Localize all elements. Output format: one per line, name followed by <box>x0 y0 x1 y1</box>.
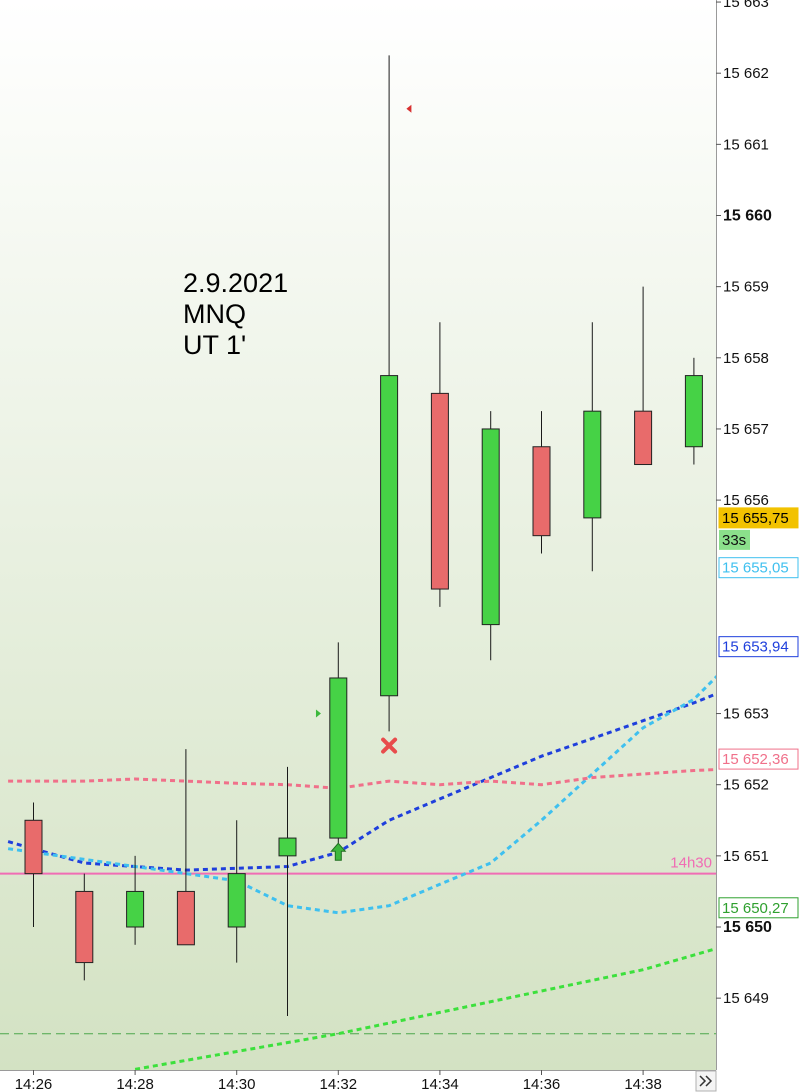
candle <box>329 642 348 856</box>
price-tick-right-icon <box>315 709 321 718</box>
price-marker-label: 15 655,75 <box>722 510 789 527</box>
annotation-date: 2.9.2021 <box>183 268 289 298</box>
candle <box>24 802 43 927</box>
y-tick-label: 15 657 <box>723 421 769 438</box>
indicator-line <box>8 767 730 790</box>
price-marker <box>718 748 799 770</box>
x-tick-label: 14:26 <box>15 1076 53 1092</box>
x-tick-label: 14:32 <box>320 1076 358 1092</box>
candle-body <box>227 873 246 928</box>
signals <box>315 104 412 861</box>
candles <box>24 55 703 1016</box>
x-tick-label: 14:30 <box>218 1076 256 1092</box>
candle-body <box>430 392 449 590</box>
countdown-label: 33s <box>722 532 746 549</box>
buy-signal-arrow-icon <box>330 842 347 861</box>
horizontal-line-label: 14h30 <box>670 855 712 872</box>
candle <box>583 322 602 572</box>
candle-body <box>380 375 399 697</box>
candle-body <box>634 410 653 466</box>
candle <box>227 820 246 963</box>
annotation-timeframe: UT 1' <box>183 330 247 360</box>
y-tick-label: 15 656 <box>723 492 769 509</box>
y-tick-label: 15 661 <box>723 136 769 153</box>
candle-body <box>75 890 94 964</box>
price-marker-label: 15 652,36 <box>722 751 789 768</box>
x-tick-label: 14:38 <box>624 1076 662 1092</box>
candle-body <box>24 819 43 875</box>
chart-annotation: 2.9.2021 MNQ UT 1' <box>183 268 288 361</box>
price-tick-left-icon <box>406 104 412 113</box>
plot-background <box>0 0 716 1070</box>
x-tick-label: 14:34 <box>421 1076 459 1092</box>
candle-body <box>278 837 297 857</box>
x-axis-background <box>0 1070 799 1092</box>
candle <box>278 766 297 1016</box>
candle-body <box>126 890 145 928</box>
scroll-right-button[interactable] <box>695 1070 717 1092</box>
price-marker-label: 15 650,27 <box>722 900 789 917</box>
countdown-badge <box>719 529 750 550</box>
price-marker-label: 15 653,94 <box>722 639 789 656</box>
y-tick-label: 15 660 <box>723 208 772 225</box>
candle-body <box>583 410 602 519</box>
sell-signal-x-icon <box>381 737 398 754</box>
y-tick-label: 15 659 <box>723 279 769 296</box>
x-axis: 14:26 14:28 14:30 14:32 14:34 14:36 14:38 <box>0 1070 799 1092</box>
candle <box>634 286 653 466</box>
candle <box>684 357 703 465</box>
y-tick-label: 15 658 <box>723 350 769 367</box>
candle <box>75 873 94 981</box>
candle-body <box>532 446 551 537</box>
horizontal-lines: 14h30 <box>0 855 716 1035</box>
price-marker-label: 15 655,05 <box>722 560 789 577</box>
price-marker <box>718 897 799 919</box>
y-tick-label: 15 650 <box>723 919 772 936</box>
x-tick-label: 14:28 <box>116 1076 154 1092</box>
y-tick-label: 15 662 <box>723 65 769 82</box>
indicator-line <box>7 662 731 915</box>
candle <box>380 55 399 732</box>
y-tick-label: 15 663 <box>723 0 769 11</box>
candle <box>176 749 195 946</box>
candle <box>430 322 449 607</box>
candle <box>532 411 551 554</box>
candle-body <box>481 428 500 626</box>
double-chevron-right-icon <box>699 1075 713 1087</box>
y-axis: 15 663 15 662 15 661 15 660 15 659 15 658 15 6… <box>716 0 799 1092</box>
y-tick-label: 15 651 <box>723 848 769 865</box>
candle <box>126 855 145 945</box>
y-tick-label: 15 652 <box>723 777 769 794</box>
price-marker <box>718 636 799 658</box>
candle-body <box>176 890 195 946</box>
annotation-symbol: MNQ <box>183 299 246 329</box>
y-tick-label: 15 649 <box>723 990 769 1007</box>
y-tick-label: 15 653 <box>723 706 769 723</box>
candle-body <box>329 677 348 839</box>
price-marker <box>718 507 799 529</box>
price-marker <box>718 557 799 579</box>
candle-body <box>684 375 703 448</box>
x-tick-label: 14:36 <box>523 1076 561 1092</box>
candle <box>481 411 500 661</box>
indicator-line <box>134 943 730 1071</box>
